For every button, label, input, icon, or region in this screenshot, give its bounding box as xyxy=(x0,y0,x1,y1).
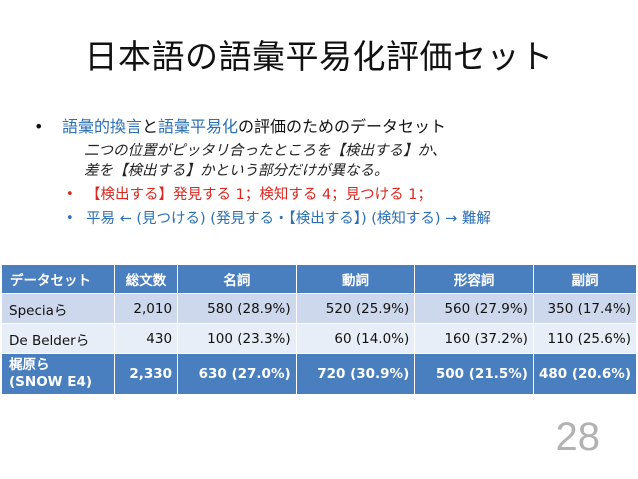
bullet-main-rest: の評価のためのデータセット xyxy=(238,117,447,136)
cell-adjective: 500 (21.5%) xyxy=(414,353,534,395)
term-lexical-paraphrase: 語彙的換言 xyxy=(62,117,143,136)
conjunction-text: と xyxy=(142,117,159,136)
table-header-row: データセット 総文数 名詞 動詞 形容詞 副詞 xyxy=(1,264,638,294)
cell-adverb: 110 (25.6%) xyxy=(532,323,638,354)
cell-adverb: 350 (17.4%) xyxy=(532,293,638,324)
dataset-name-line-2: (SNOW E4) xyxy=(9,374,93,390)
table-row: De Belderら 430 100 (23.3%) 60 (14.0%) 16… xyxy=(1,323,638,354)
dataset-table: データセット 総文数 名詞 動詞 形容詞 副詞 Speciaら 2,010 58… xyxy=(1,264,638,395)
header-sentences: 総文数 xyxy=(113,264,179,294)
bullet-dot-icon: • xyxy=(34,117,44,136)
sub-bullet-counts-text: 【検出する】発見する 1；検知する 4；見つける 1； xyxy=(86,187,433,203)
slide-title: 日本語の語彙平易化評価セット xyxy=(84,37,554,76)
term-lexical-simplification: 語彙平易化 xyxy=(158,117,239,136)
cell-noun: 100 (23.3%) xyxy=(177,323,297,354)
sub-bullet-ranking: • 平易 ← (見つける) (発見する・【検出する】) (検知する) → 難解 xyxy=(34,209,634,229)
cell-sentences: 2,330 xyxy=(113,353,179,395)
cell-verb: 60 (14.0%) xyxy=(295,323,416,354)
cell-adverb: 480 (20.6%) xyxy=(532,353,638,395)
bullet-main: • 語彙的換言と語彙平易化の評価のためのデータセット xyxy=(34,116,634,138)
cell-adjective: 560 (27.9%) xyxy=(414,293,534,324)
example-line-2: 差を【検出する】かという部分だけが異なる。 xyxy=(84,163,389,179)
header-verb: 動詞 xyxy=(295,264,416,294)
header-noun: 名詞 xyxy=(177,264,297,294)
bullet-list: • 語彙的換言と語彙平易化の評価のためのデータセット 二つの位置がピッタリ合った… xyxy=(34,116,634,229)
example-line-1: 二つの位置がピッタリ合ったところを【検出する】か、 xyxy=(84,143,447,159)
cell-dataset: 梶原ら (SNOW E4) xyxy=(1,353,115,395)
page-number: 28 xyxy=(555,415,601,459)
example-sentence: 二つの位置がピッタリ合ったところを【検出する】か、 差を【検出する】かという部分… xyxy=(34,141,634,181)
header-dataset: データセット xyxy=(1,264,115,294)
header-adverb: 副詞 xyxy=(532,264,638,294)
table-row-highlight: 梶原ら (SNOW E4) 2,330 630 (27.0%) 720 (30.… xyxy=(1,353,638,395)
cell-dataset: Speciaら xyxy=(1,293,115,324)
cell-noun: 580 (28.9%) xyxy=(177,293,297,324)
sub-bullet-ranking-text: 平易 ← (見つける) (発見する・【検出する】) (検知する) → 難解 xyxy=(86,211,491,227)
sub-bullet-counts: • 【検出する】発見する 1；検知する 4；見つける 1； xyxy=(34,185,634,205)
sub-bullet-dot-icon: • xyxy=(66,211,74,226)
sub-bullet-dot-icon: • xyxy=(66,187,74,202)
cell-noun: 630 (27.0%) xyxy=(177,353,297,395)
cell-sentences: 2,010 xyxy=(113,293,179,324)
header-adjective: 形容詞 xyxy=(414,264,534,294)
cell-verb: 520 (25.9%) xyxy=(295,293,416,324)
dataset-name-line-1: 梶原ら xyxy=(9,357,50,373)
cell-adjective: 160 (37.2%) xyxy=(414,323,534,354)
cell-sentences: 430 xyxy=(113,323,179,354)
cell-dataset: De Belderら xyxy=(1,323,115,354)
cell-verb: 720 (30.9%) xyxy=(295,353,416,395)
table-row: Speciaら 2,010 580 (28.9%) 520 (25.9%) 56… xyxy=(1,293,638,324)
